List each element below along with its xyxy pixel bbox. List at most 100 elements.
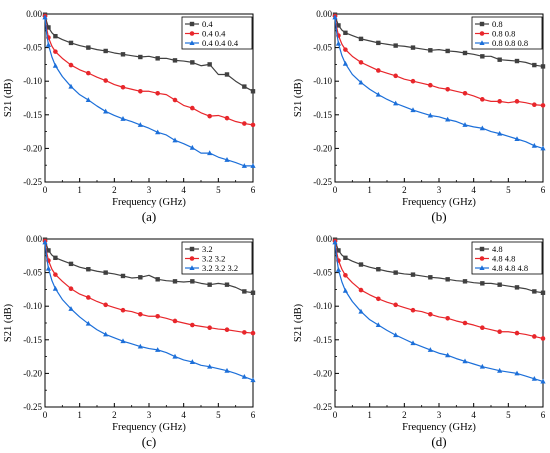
y-tick-label: -0.15 xyxy=(313,335,332,345)
y-axis-title: S21 (dB) xyxy=(3,303,14,342)
y-tick-label: -0.15 xyxy=(23,110,42,120)
data-point xyxy=(358,36,364,42)
series-2 xyxy=(42,238,256,336)
series-line xyxy=(44,17,253,167)
y-tick-label: 0.00 xyxy=(316,234,332,244)
x-tick-label: 5 xyxy=(506,410,511,420)
legend-marker-icon xyxy=(479,256,485,261)
legend-marker-icon xyxy=(189,21,195,27)
data-point xyxy=(103,331,109,337)
data-point xyxy=(358,287,364,293)
data-point xyxy=(45,42,52,47)
series-2 xyxy=(332,13,546,108)
data-point xyxy=(376,68,381,73)
panel-label: (b) xyxy=(431,209,446,224)
data-point xyxy=(532,102,537,108)
data-point xyxy=(103,270,108,275)
data-point xyxy=(393,270,398,275)
series-2 xyxy=(332,238,546,341)
x-tick-label: 3 xyxy=(147,410,152,420)
data-point xyxy=(428,275,433,280)
data-point xyxy=(85,320,91,326)
y-tick-label: -0.20 xyxy=(23,143,42,153)
data-point xyxy=(207,325,212,331)
y-tick-label: -0.15 xyxy=(23,335,42,345)
data-point xyxy=(68,83,74,89)
data-point xyxy=(155,90,160,96)
data-point xyxy=(224,367,230,373)
x-tick-label: 1 xyxy=(77,185,82,195)
data-point xyxy=(343,30,348,36)
legend-entry: 0.8 xyxy=(492,19,503,29)
y-axis-title: S21 (dB) xyxy=(3,78,14,117)
data-point xyxy=(445,86,450,92)
y-tick-label: -0.10 xyxy=(313,76,332,86)
data-point xyxy=(540,290,546,295)
data-point xyxy=(207,150,213,156)
data-point xyxy=(190,279,195,284)
data-point xyxy=(172,353,178,359)
data-point xyxy=(42,239,48,245)
data-point xyxy=(138,54,143,60)
data-point xyxy=(393,302,398,308)
x-tick-label: 2 xyxy=(112,185,117,195)
data-point xyxy=(241,373,247,379)
data-point xyxy=(428,311,433,317)
data-point xyxy=(103,78,108,83)
x-axis-title: Frequency (GHz) xyxy=(112,197,186,208)
y-axis-title: S21 (dB) xyxy=(293,303,304,342)
data-point xyxy=(343,47,348,52)
data-point xyxy=(250,330,256,336)
data-point xyxy=(250,163,256,168)
x-tick-label: 6 xyxy=(251,185,256,195)
x-tick-label: 4 xyxy=(181,185,186,195)
data-point xyxy=(68,62,74,68)
data-point xyxy=(120,52,126,57)
data-point xyxy=(336,23,341,28)
x-tick-label: 1 xyxy=(367,410,372,420)
x-tick-label: 0 xyxy=(333,410,338,420)
legend-marker-icon xyxy=(479,31,485,36)
data-point xyxy=(393,332,399,338)
legend-entry: 0.8 0.8 xyxy=(492,29,515,39)
data-point xyxy=(103,302,108,308)
legend-entry: 4.8 xyxy=(492,244,503,254)
data-point xyxy=(376,296,381,302)
y-tick-label: 0.00 xyxy=(26,234,42,244)
data-point xyxy=(172,97,178,103)
data-point xyxy=(52,285,58,291)
data-point xyxy=(53,272,58,277)
data-point xyxy=(342,287,348,293)
data-point xyxy=(68,306,74,311)
data-point xyxy=(410,307,416,313)
data-point xyxy=(172,137,178,143)
legend-marker-icon xyxy=(189,256,195,261)
data-point xyxy=(358,308,364,314)
chart-panel-c: 0 1 2 3 4 5 6 0.00 -0.05 -0.10 -0.15 -0.20 -0.25 Freq… xyxy=(3,234,256,449)
data-point xyxy=(479,363,485,369)
data-point xyxy=(410,272,416,277)
x-tick-label: 4 xyxy=(471,185,476,195)
data-point xyxy=(480,97,485,102)
data-point xyxy=(410,340,416,346)
y-tick-label: -0.10 xyxy=(313,301,332,311)
data-point xyxy=(427,112,433,118)
y-axis-title: S21 (dB) xyxy=(293,78,304,117)
legend-entry: 0.4 0.4 0.4 xyxy=(202,38,239,48)
data-point xyxy=(358,79,364,85)
data-point xyxy=(207,113,212,119)
y-tick-label: -0.10 xyxy=(23,301,42,311)
data-point xyxy=(497,99,502,104)
x-axis-title: Frequency (GHz) xyxy=(402,422,476,433)
data-point xyxy=(497,367,503,373)
data-point xyxy=(497,282,502,287)
data-point xyxy=(53,255,58,261)
y-tick-label: -0.15 xyxy=(313,110,332,120)
series-line xyxy=(334,240,544,340)
series-line xyxy=(44,239,254,294)
data-point xyxy=(375,91,381,97)
legend-entry: 4.8 4.8 4.8 xyxy=(492,263,528,273)
data-point xyxy=(445,48,450,54)
x-tick-label: 1 xyxy=(367,185,372,195)
